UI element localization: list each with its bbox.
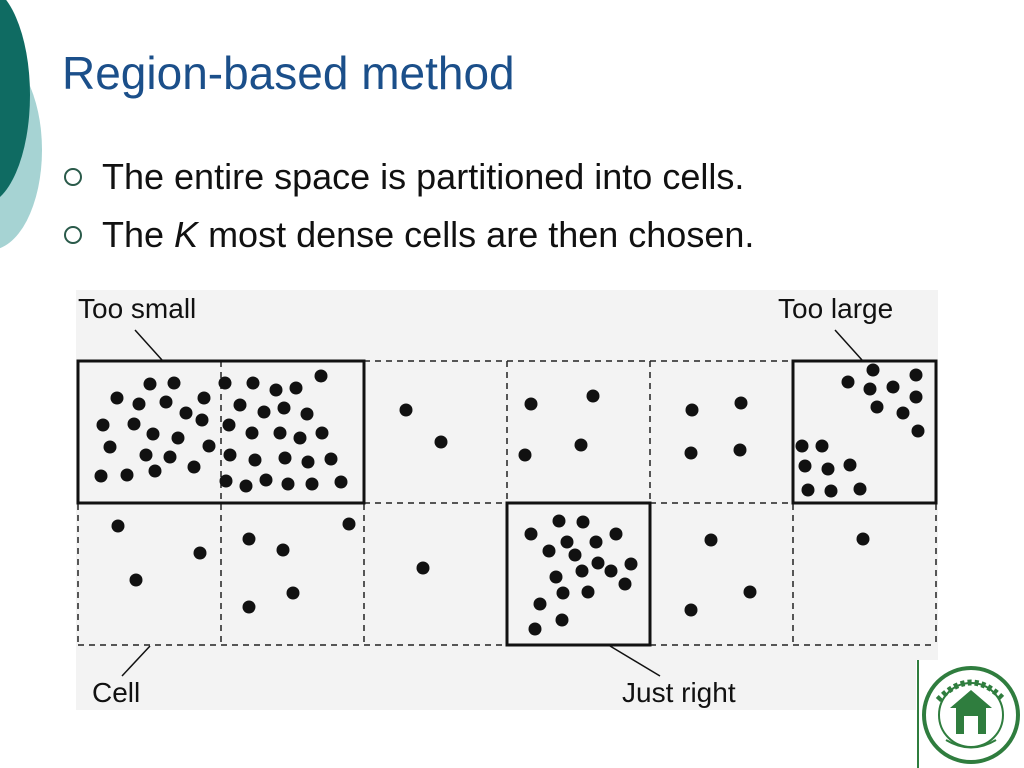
data-points — [94, 363, 925, 636]
bullet-text-prefix: The — [102, 214, 175, 255]
too-small-region — [76, 359, 366, 505]
label-cell: Cell — [92, 677, 140, 708]
label-just-right: Just right — [622, 677, 736, 708]
figure-background — [76, 290, 938, 710]
circle-bullet-icon — [64, 226, 82, 244]
region-grid-figure: Too small Too large Cell Just right — [76, 290, 938, 710]
corner-decoration — [0, 0, 42, 249]
slide-title: Region-based method — [62, 47, 515, 99]
label-too-large: Too large — [778, 293, 893, 324]
bullet-text: The entire space is partitioned into cel… — [102, 156, 745, 197]
circle-bullet-icon — [64, 168, 82, 186]
bullet-text-emphasis: K — [174, 214, 199, 255]
bullet-item: The K most dense cells are then chosen. — [62, 213, 754, 271]
bullet-text-suffix: most dense cells are then chosen. — [198, 214, 755, 255]
bullet-list: The entire space is partitioned into cel… — [62, 155, 754, 271]
too-large-region — [791, 359, 938, 505]
just-right-region — [505, 501, 652, 647]
pointer-lines — [121, 329, 863, 677]
university-seal-icon — [916, 660, 1024, 768]
bullet-item: The entire space is partitioned into cel… — [62, 155, 754, 213]
label-too-small: Too small — [78, 293, 196, 324]
